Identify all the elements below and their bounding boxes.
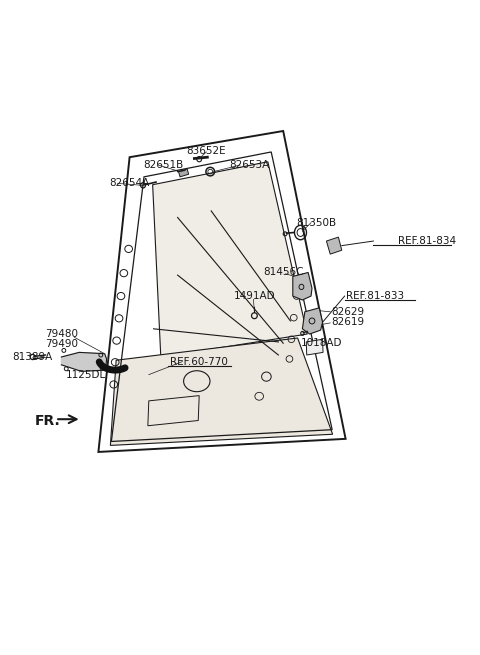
Polygon shape — [302, 308, 323, 334]
Polygon shape — [326, 237, 342, 254]
Text: 83652E: 83652E — [187, 145, 226, 156]
Text: REF.81-834: REF.81-834 — [398, 236, 456, 246]
Text: 79490: 79490 — [45, 339, 78, 349]
Polygon shape — [61, 352, 107, 371]
Polygon shape — [153, 162, 307, 357]
Text: REF.60-770: REF.60-770 — [170, 356, 228, 367]
Text: 81350B: 81350B — [297, 217, 337, 228]
Text: 81456C: 81456C — [263, 267, 303, 277]
Text: 82653A: 82653A — [229, 160, 270, 170]
Text: 1125DL: 1125DL — [65, 369, 106, 380]
Text: 1491AD: 1491AD — [234, 291, 275, 301]
Text: REF.81-833: REF.81-833 — [346, 291, 404, 301]
Polygon shape — [110, 338, 333, 445]
Polygon shape — [306, 339, 323, 355]
Text: 79480: 79480 — [45, 329, 78, 339]
Text: 82619: 82619 — [331, 317, 364, 328]
Text: 1018AD: 1018AD — [301, 337, 342, 348]
Polygon shape — [293, 272, 312, 300]
Text: 81389A: 81389A — [12, 352, 53, 362]
Text: 82629: 82629 — [331, 307, 364, 317]
Text: FR.: FR. — [35, 413, 60, 428]
Text: 82651B: 82651B — [143, 160, 183, 170]
Text: 82654A: 82654A — [109, 178, 150, 189]
Polygon shape — [179, 169, 189, 177]
